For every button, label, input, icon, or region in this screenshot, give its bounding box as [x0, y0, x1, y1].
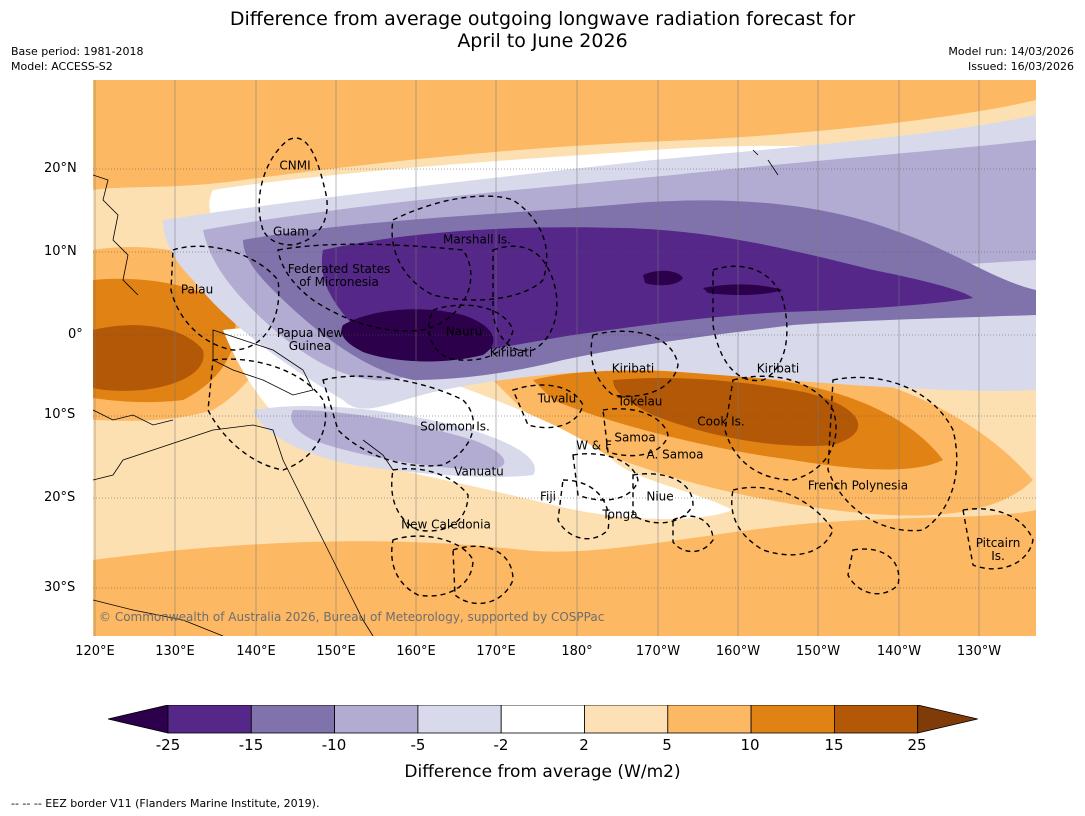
brown-east: [613, 378, 859, 446]
colorbar-tick-6: 5: [662, 736, 672, 754]
lat-tick-20n: 20°N: [44, 161, 77, 176]
copyright-notice: © Commonwealth of Australia 2026, Bureau…: [99, 610, 605, 624]
colorbar-segment-7: [750, 705, 835, 734]
lat-grid: [93, 168, 1036, 589]
lon-tick-130e: 130°E: [155, 644, 195, 659]
colorbar-segment-8: [834, 705, 919, 734]
region-label-cnmi: CNMI: [279, 158, 311, 173]
model-name: Model: ACCESS-S2: [11, 60, 113, 73]
lon-tick-140e: 140°E: [236, 644, 276, 659]
region-label-niue: Niue: [646, 489, 674, 504]
meta-left: Base period: 1981-2018 Model: ACCESS-S2: [11, 44, 143, 74]
region-label-guam: Guam: [273, 224, 309, 239]
colorbar-segment-6: [667, 705, 752, 734]
lon-tick-160e: 160°E: [396, 644, 436, 659]
colorbar-segment-3: [417, 705, 502, 734]
meta-right: Model run: 14/03/2026 Issued: 16/03/2026: [948, 44, 1074, 74]
colorbar-extend-high: [917, 705, 978, 734]
region-label-new-caledonia: New Caledonia: [401, 517, 491, 532]
pitcairn-line-1: Pitcairn: [975, 536, 1021, 550]
region-label-samoa: Samoa: [614, 430, 656, 445]
colorbar-segment-0: [167, 705, 252, 734]
region-label-tokelau: Tokelau: [617, 394, 663, 409]
region-label-png: Papua New Guinea: [277, 327, 344, 353]
lon-tick-150e: 150°E: [316, 644, 356, 659]
region-label-marshall: Marshall Is.: [443, 232, 511, 247]
region-label-pitcairn: Pitcairn Is.: [976, 537, 1021, 563]
colorbar-tick-0: -25: [155, 736, 181, 754]
colorbar-tick-4: -2: [493, 736, 509, 754]
fsm-line-1: Federated States: [287, 262, 391, 276]
region-label-french-polynesia: French Polynesia: [807, 478, 909, 493]
colorbar-segment-5: [584, 705, 669, 734]
lon-tick-130w: 130°W: [956, 644, 1002, 659]
region-label-kiribati-central: Kiribati: [611, 361, 655, 376]
pitcairn-line-2: Is.: [991, 549, 1005, 563]
colorbar-tick-3: -5: [410, 736, 426, 754]
region-label-palau: Palau: [180, 282, 214, 297]
colorbar-segment-4: [500, 705, 585, 734]
region-label-wf: W & F: [576, 438, 612, 453]
chart-title: Difference from average outgoing longwav…: [0, 8, 1085, 52]
orange-band-north: [93, 80, 1036, 190]
region-label-nauru: Nauru: [445, 324, 483, 339]
base-period: Base period: 1981-2018: [11, 45, 144, 58]
region-label-cook: Cook Is.: [697, 414, 745, 429]
eez-borders: [170, 137, 1034, 605]
eez-footnote: -- -- -- EEZ border V11 (Flanders Marine…: [11, 797, 320, 810]
lon-tick-170e: 170°E: [476, 644, 516, 659]
colorbar-extend-low: [108, 705, 169, 734]
lon-tick-180: 180°: [561, 644, 593, 659]
coastlines: [93, 149, 779, 636]
lon-tick-170w: 170°W: [635, 644, 681, 659]
orange-band-south: [93, 510, 1036, 636]
colorbar-tick-2: -10: [321, 736, 347, 754]
region-label-fiji: Fiji: [539, 489, 557, 504]
title-line-1: Difference from average outgoing longwav…: [229, 8, 856, 30]
lon-tick-140w: 140°W: [876, 644, 922, 659]
model-run: Model run: 14/03/2026: [948, 45, 1074, 58]
lon-grid: [94, 80, 980, 636]
png-line-2: Guinea: [288, 339, 332, 353]
title-line-2: April to June 2026: [457, 30, 628, 52]
lon-tick-160w: 160°W: [715, 644, 761, 659]
colorbar-tick-9: 25: [907, 736, 927, 754]
brown-west: [93, 325, 204, 391]
issued-date: Issued: 16/03/2026: [967, 60, 1074, 73]
region-label-tuvalu: Tuvalu: [537, 391, 577, 406]
map-area: CNMI Guam Marshall Is. Federated States …: [93, 80, 1036, 636]
png-line-1: Papua New: [276, 326, 344, 340]
darkest-purple-small-2: [703, 284, 783, 295]
colorbar-tick-7: 10: [740, 736, 760, 754]
fsm-line-2: of Micronesia: [299, 275, 379, 289]
region-label-tonga: Tonga: [602, 507, 638, 522]
colorbar-tick-5: 2: [579, 736, 589, 754]
region-label-kiribati-east: Kiribati: [756, 361, 800, 376]
region-label-solomon: Solomon Is.: [420, 419, 490, 434]
darkest-purple-core: [341, 309, 494, 362]
region-label-kiribati-west: Kiribati: [489, 345, 533, 360]
colorbar-tick-8: 15: [824, 736, 844, 754]
light-purple-south: [291, 410, 505, 470]
colorbar-tick-1: -15: [238, 736, 264, 754]
colorbar-segment-1: [250, 705, 336, 734]
colorbar-label: Difference from average (W/m2): [404, 762, 681, 782]
lat-tick-30s: 30°S: [44, 580, 76, 595]
region-label-vanuatu: Vanuatu: [454, 464, 504, 479]
lat-tick-20s: 20°S: [44, 490, 76, 505]
colorbar-segment-2: [334, 705, 419, 734]
darkest-purple-small-1: [643, 270, 683, 286]
region-label-fsm: Federated States of Micronesia: [288, 263, 390, 289]
lat-tick-10s: 10°S: [44, 407, 76, 422]
lat-tick-0: 0°: [68, 327, 83, 342]
lon-tick-120e: 120°E: [75, 644, 115, 659]
lat-tick-10n: 10°N: [44, 244, 77, 259]
map-canvas: [93, 80, 1036, 636]
lon-tick-150w: 150°W: [795, 644, 841, 659]
region-label-asamoa: A. Samoa: [646, 447, 704, 462]
colorbar: [108, 705, 978, 734]
